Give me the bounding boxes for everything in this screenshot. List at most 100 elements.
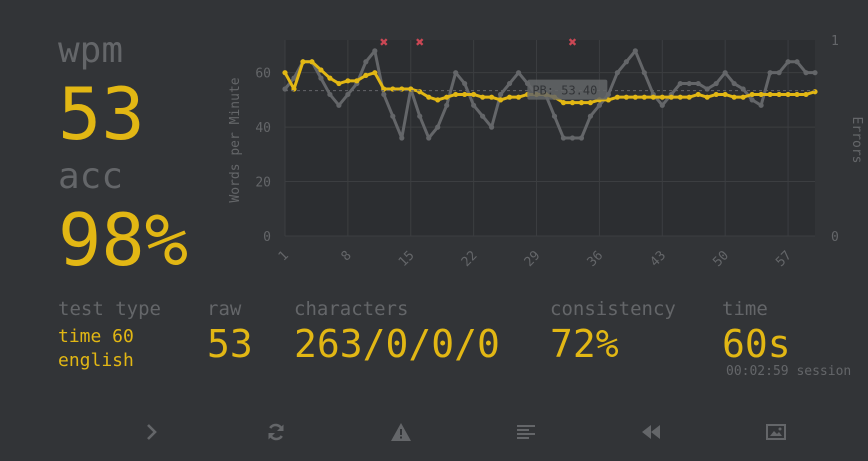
acc-value: 98% <box>58 198 189 282</box>
raw-point <box>587 113 594 119</box>
report-button[interactable] <box>387 418 415 446</box>
wpm-point <box>300 59 306 65</box>
x-tick-label: 50 <box>710 248 732 270</box>
pb-label: PB: 53.40 <box>532 84 597 98</box>
replay-button[interactable] <box>637 418 665 446</box>
raw-point <box>785 59 791 65</box>
raw-point <box>336 102 342 108</box>
error-marker: ✖ <box>415 36 424 49</box>
raw-point <box>426 135 432 141</box>
raw-point <box>506 80 513 87</box>
raw-point <box>749 97 755 103</box>
raw-point <box>291 75 297 81</box>
wpm-point <box>677 94 683 100</box>
wpm-point <box>686 94 692 100</box>
chart-plot-area <box>285 40 815 236</box>
pb-annotation: PB: 53.40 <box>285 79 815 100</box>
raw-label: raw <box>207 298 242 320</box>
wpm-value: 53 <box>58 72 145 156</box>
test-type-mode: time 60 <box>58 326 134 347</box>
wpm-point <box>650 94 656 100</box>
raw-point <box>659 102 665 108</box>
raw-point <box>623 59 629 65</box>
wpm-point <box>767 91 773 98</box>
pb-label-bg <box>527 79 608 100</box>
raw-point <box>480 113 486 119</box>
x-tick-label: 43 <box>647 248 669 270</box>
wpm-point <box>471 91 477 98</box>
error-markers: ✖ ✖ ✖ <box>379 36 577 49</box>
x-axis-ticks: 1 8 15 22 29 36 43 50 57 <box>276 248 795 270</box>
wpm-point <box>515 94 522 100</box>
wpm-point <box>363 72 369 78</box>
wpm-label: wpm <box>58 30 124 71</box>
raw-point <box>327 91 333 98</box>
raw-point <box>776 70 782 76</box>
y2-tick-label: 1 <box>831 34 839 49</box>
words-history-icon <box>517 425 535 439</box>
wpm-point <box>695 91 701 98</box>
wpm-point <box>462 91 468 98</box>
raw-point <box>686 80 692 87</box>
y-tick-label: 0 <box>263 230 271 245</box>
wpm-point <box>435 97 441 103</box>
y-tick-label: 60 <box>255 67 271 82</box>
raw-point <box>471 102 477 108</box>
next-test-button[interactable] <box>138 418 166 446</box>
raw-point <box>515 70 522 76</box>
raw-point <box>390 113 396 119</box>
y2-tick-label: 0 <box>831 230 839 245</box>
raw-point <box>758 102 764 108</box>
x-tick-label: 15 <box>396 248 418 270</box>
raw-point <box>363 59 369 65</box>
wpm-point <box>659 94 665 100</box>
wpm-point <box>282 70 288 76</box>
wpm-point <box>417 89 423 95</box>
wpm-point <box>731 94 737 100</box>
report-icon <box>391 423 411 441</box>
wpm-point <box>560 100 567 106</box>
time-label: time <box>722 298 768 320</box>
x-tick-label: 8 <box>339 248 355 264</box>
raw-point <box>345 91 351 98</box>
wpm-point <box>578 100 585 106</box>
x-tick-label: 1 <box>276 248 292 264</box>
x-tick-label: 29 <box>522 248 544 270</box>
raw-point <box>695 80 701 87</box>
raw-point <box>372 48 378 54</box>
wpm-point <box>345 78 351 84</box>
wpm-point <box>758 91 764 98</box>
wpm-point <box>776 91 782 98</box>
screenshot-button[interactable] <box>762 418 790 446</box>
characters-value: 263/0/0/0 <box>294 322 500 366</box>
restart-button[interactable] <box>262 418 290 446</box>
words-history-button[interactable] <box>512 418 540 446</box>
raw-point <box>489 124 495 130</box>
raw-point <box>794 59 800 65</box>
wpm-point <box>480 94 486 100</box>
wpm-point <box>372 70 378 76</box>
wpm-point <box>704 94 710 100</box>
raw-point <box>551 113 558 119</box>
wpm-point <box>327 75 333 81</box>
wpm-point <box>794 91 800 98</box>
test-type-label: test type <box>58 298 161 320</box>
wpm-point <box>713 91 719 98</box>
wpm-point <box>803 91 809 98</box>
time-value: 60s <box>722 322 791 366</box>
raw-point <box>453 70 459 76</box>
y-tick-label: 20 <box>255 176 271 191</box>
error-marker: ✖ <box>379 36 388 49</box>
wpm-point <box>453 91 459 98</box>
raw-point <box>596 102 603 108</box>
wpm-point <box>309 59 315 65</box>
raw-point <box>812 70 818 76</box>
raw-point <box>444 102 450 108</box>
wpm-point <box>623 94 629 100</box>
raw-point <box>677 80 683 87</box>
wpm-point <box>426 94 432 100</box>
raw-point <box>803 70 809 76</box>
raw-point <box>641 70 647 76</box>
wpm-point <box>668 94 674 100</box>
